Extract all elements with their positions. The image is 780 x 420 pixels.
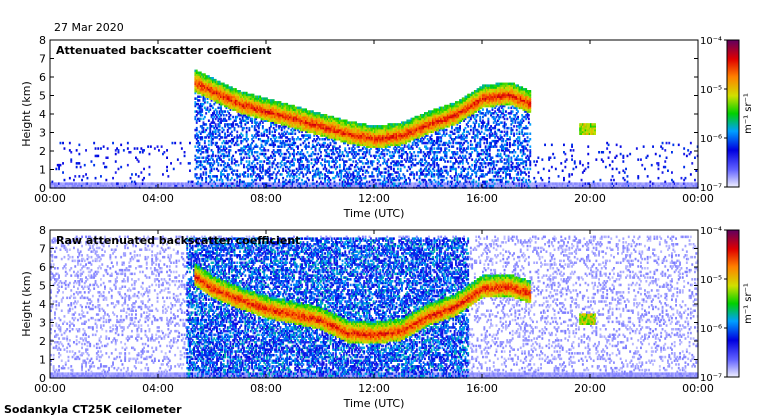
colorbar bbox=[726, 229, 740, 378]
chart-title: Attenuated backscatter coefficient bbox=[56, 44, 272, 57]
chart-title: Raw attenuated backscatter coefficient bbox=[56, 234, 300, 247]
x-tick-label: 08:00 bbox=[250, 382, 282, 395]
y-tick-label: 2 bbox=[39, 335, 46, 348]
heatmap-field bbox=[50, 69, 699, 189]
colorbar-label: m⁻¹ sr⁻¹ bbox=[743, 283, 754, 324]
x-tick-label: 12:00 bbox=[358, 382, 390, 395]
x-tick-label: 12:00 bbox=[358, 192, 390, 205]
y-tick-label: 8 bbox=[39, 224, 46, 237]
y-tick-label: 4 bbox=[39, 108, 46, 121]
colorbar-tick-label: 10⁻⁶ bbox=[700, 324, 722, 335]
y-tick-label: 8 bbox=[39, 34, 46, 47]
y-tick-label: 5 bbox=[39, 90, 46, 103]
date-label: 27 Mar 2020 bbox=[54, 21, 124, 34]
x-tick-label: 08:00 bbox=[250, 192, 282, 205]
y-tick-label: 6 bbox=[39, 261, 46, 274]
y-tick-label: 1 bbox=[39, 164, 46, 177]
plot-area bbox=[50, 40, 698, 188]
y-tick-label: 6 bbox=[39, 71, 46, 84]
y-tick-label: 1 bbox=[39, 354, 46, 367]
x-tick-label: 04:00 bbox=[142, 382, 174, 395]
colorbar-label: m⁻¹ sr⁻¹ bbox=[743, 93, 754, 134]
x-tick-label: 16:00 bbox=[466, 382, 498, 395]
x-tick-label: 00:00 bbox=[682, 192, 714, 205]
colorbar-tick-label: 10⁻⁵ bbox=[700, 275, 722, 286]
x-tick-label: 16:00 bbox=[466, 192, 498, 205]
colorbar-tick-label: 10⁻⁴ bbox=[700, 226, 722, 237]
site-label: Sodankyla CT25K ceilometer bbox=[4, 403, 182, 416]
panel-raw-attenuated-backscatter: Raw attenuated backscatter coefficient00… bbox=[20, 224, 754, 410]
y-tick-label: 0 bbox=[39, 182, 46, 195]
y-tick-label: 7 bbox=[39, 243, 46, 256]
y-axis-label: Height (km) bbox=[20, 81, 33, 147]
x-tick-label: 20:00 bbox=[574, 382, 606, 395]
y-tick-label: 2 bbox=[39, 145, 46, 158]
y-tick-label: 5 bbox=[39, 280, 46, 293]
y-tick-label: 4 bbox=[39, 298, 46, 311]
x-axis-label: Time (UTC) bbox=[343, 207, 405, 220]
heatmap-field bbox=[50, 235, 699, 379]
y-axis-label: Height (km) bbox=[20, 271, 33, 337]
colorbar-tick-label: 10⁻⁶ bbox=[700, 134, 722, 145]
colorbar-tick-label: 10⁻⁷ bbox=[700, 373, 722, 384]
colorbar-tick-label: 10⁻⁴ bbox=[700, 36, 722, 47]
x-tick-label: 04:00 bbox=[142, 192, 174, 205]
y-tick-label: 7 bbox=[39, 53, 46, 66]
colorbar bbox=[726, 39, 740, 188]
colorbar-tick-label: 10⁻⁵ bbox=[700, 85, 722, 96]
y-tick-label: 0 bbox=[39, 372, 46, 385]
y-tick-label: 3 bbox=[39, 127, 46, 140]
x-tick-label: 00:00 bbox=[682, 382, 714, 395]
x-axis-label: Time (UTC) bbox=[343, 397, 405, 410]
x-tick-label: 20:00 bbox=[574, 192, 606, 205]
x-tick-label: 00:00 bbox=[34, 192, 66, 205]
x-tick-label: 00:00 bbox=[34, 382, 66, 395]
colorbar-tick-label: 10⁻⁷ bbox=[700, 183, 722, 194]
y-tick-label: 3 bbox=[39, 317, 46, 330]
